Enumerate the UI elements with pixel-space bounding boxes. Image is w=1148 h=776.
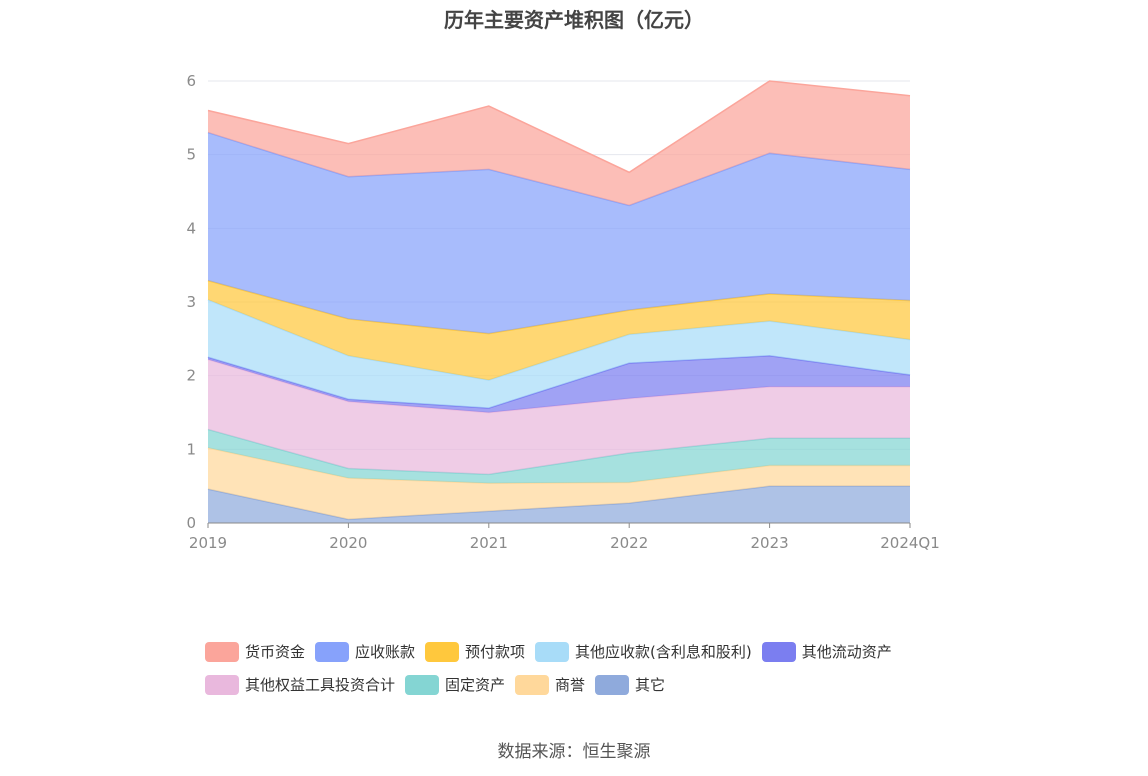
legend-label: 其它	[635, 676, 666, 694]
x-tick-label: 2022	[610, 534, 648, 552]
y-tick-label: 5	[186, 146, 196, 164]
x-tick-label: 2024Q1	[880, 534, 940, 552]
legend-swatch	[535, 641, 570, 662]
area-series	[208, 132, 910, 334]
x-tick-label: 2023	[751, 534, 789, 552]
legend-item[interactable]: 预付款项	[425, 640, 525, 663]
legend-item[interactable]: 货币资金	[205, 640, 305, 663]
legend-swatch	[515, 674, 550, 695]
x-tick-label: 2019	[189, 534, 227, 552]
legend-swatch	[425, 641, 460, 662]
legend-item[interactable]: 应收账款	[315, 640, 415, 663]
legend-swatch	[205, 674, 239, 695]
legend-item[interactable]: 固定资产	[405, 673, 505, 696]
legend-item[interactable]: 其他应收款(含利息和股利)	[535, 640, 752, 663]
chart-title: 历年主要资产堆积图（亿元）	[444, 8, 704, 32]
area-series	[208, 81, 910, 206]
y-tick-label: 2	[186, 367, 196, 385]
y-tick-label: 6	[186, 72, 196, 90]
data-source-note: 数据来源：恒生聚源	[497, 742, 651, 762]
legend-swatch	[405, 674, 440, 695]
y-tick-label: 3	[186, 293, 196, 311]
legend-label: 货币资金	[245, 643, 306, 661]
y-tick-label: 4	[186, 219, 196, 237]
legend-label: 商誉	[555, 676, 586, 694]
y-tick-label: 0	[186, 514, 196, 532]
legend-swatch	[595, 674, 630, 695]
area-series	[208, 359, 910, 475]
area-series	[208, 299, 910, 409]
y-tick-label: 1	[186, 440, 196, 458]
legend-swatch	[315, 641, 350, 662]
legend-item[interactable]: 其它	[595, 673, 665, 696]
legend-item[interactable]: 其他权益工具投资合计	[205, 673, 395, 696]
area-series	[208, 429, 910, 484]
legend-label: 预付款项	[465, 643, 526, 661]
legend-label: 固定资产	[445, 676, 506, 694]
legend-item[interactable]: 商誉	[515, 673, 585, 696]
legend-label: 其他权益工具投资合计	[245, 676, 396, 694]
legend-swatch	[761, 641, 796, 662]
legend: 货币资金 应收账款 预付款项 其他应收款(含利息和股利) 其他流动资产其他权益工具投资合…	[205, 640, 965, 696]
x-tick-label: 2021	[470, 534, 508, 552]
x-tick-label: 2020	[329, 534, 367, 552]
legend-label: 应收账款	[355, 643, 416, 661]
legend-item[interactable]: 其他流动资产	[761, 640, 892, 663]
area-series	[208, 355, 910, 413]
legend-swatch	[205, 641, 239, 662]
series-line	[207, 80, 911, 174]
legend-label: 其他应收款(含利息和股利)	[575, 643, 752, 661]
area-series	[208, 280, 910, 381]
area-series	[208, 486, 910, 523]
legend-label: 其他流动资产	[801, 643, 892, 661]
